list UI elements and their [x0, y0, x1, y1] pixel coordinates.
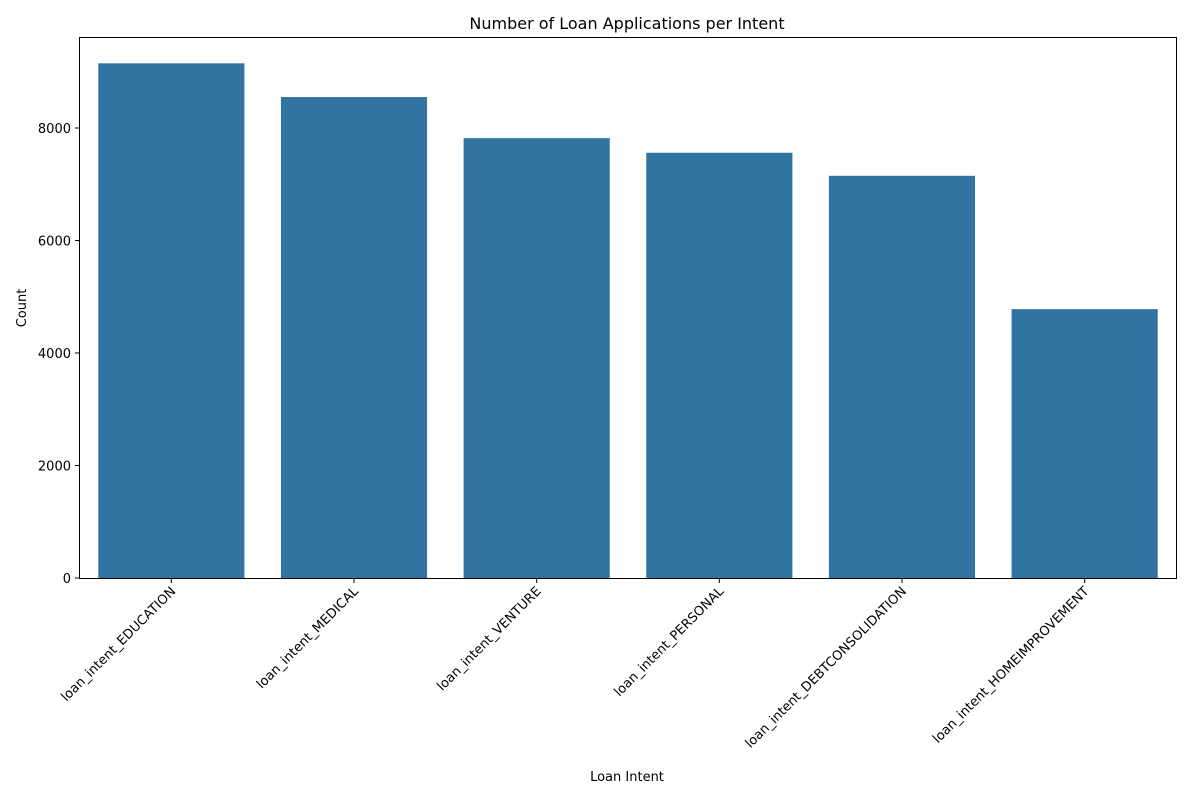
bar-loan_intent_PERSONAL — [646, 152, 793, 578]
bar-loan_intent_VENTURE — [463, 138, 610, 579]
y-tick-label: 4000 — [38, 347, 71, 362]
bars-group — [98, 63, 1158, 579]
y-tick-label: 0 — [63, 572, 71, 587]
bar-loan_intent_MEDICAL — [280, 97, 428, 578]
x-tick-label: loan_intent_PERSONAL — [612, 584, 728, 700]
y-tick-label: 2000 — [38, 460, 71, 475]
x-tick-label: loan_intent_DEBTCONSOLIDATION — [743, 584, 910, 751]
bar-loan_intent_HOMEIMPROVEMENT — [1011, 309, 1158, 579]
plot-frame — [79, 37, 1177, 579]
x-axis-label: Loan Intent — [590, 770, 664, 785]
bar-loan_intent_DEBTCONSOLIDATION — [828, 175, 976, 578]
chart-title: Number of Loan Applications per Intent — [469, 14, 784, 33]
y-tick-label: 8000 — [38, 122, 71, 137]
x-tick-label: loan_intent_VENTURE — [434, 584, 544, 694]
x-tick-label: loan_intent_EDUCATION — [59, 584, 180, 705]
y-axis: 0 2000 4000 6000 8000 — [38, 122, 80, 587]
bar-loan_intent_EDUCATION — [98, 63, 245, 579]
x-axis: loan_intent_EDUCATION loan_intent_MEDICAL… — [59, 578, 1093, 751]
x-tick-label: loan_intent_HOMEIMPROVEMENT — [930, 584, 1092, 746]
y-tick-label: 6000 — [38, 235, 71, 250]
x-tick-label: loan_intent_MEDICAL — [254, 584, 362, 692]
y-axis-label: Count — [15, 289, 30, 328]
